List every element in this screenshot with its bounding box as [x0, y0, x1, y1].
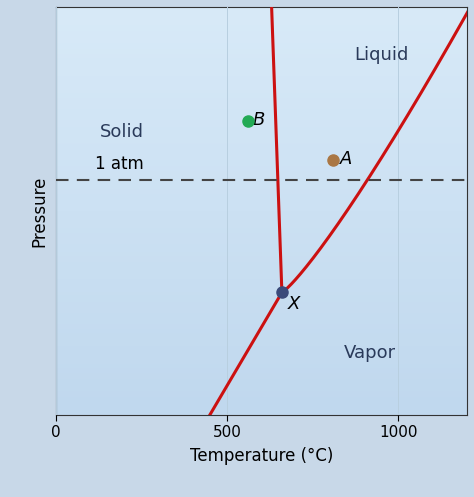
Text: Solid: Solid [100, 123, 144, 142]
Text: $X$: $X$ [287, 295, 302, 313]
Text: Liquid: Liquid [354, 46, 408, 64]
Text: $A$: $A$ [339, 150, 353, 168]
Text: 1 atm: 1 atm [95, 155, 144, 173]
Text: Vapor: Vapor [344, 344, 396, 362]
X-axis label: Temperature (°C): Temperature (°C) [190, 447, 333, 465]
Text: $B$: $B$ [253, 111, 265, 129]
Y-axis label: Pressure: Pressure [31, 175, 49, 247]
